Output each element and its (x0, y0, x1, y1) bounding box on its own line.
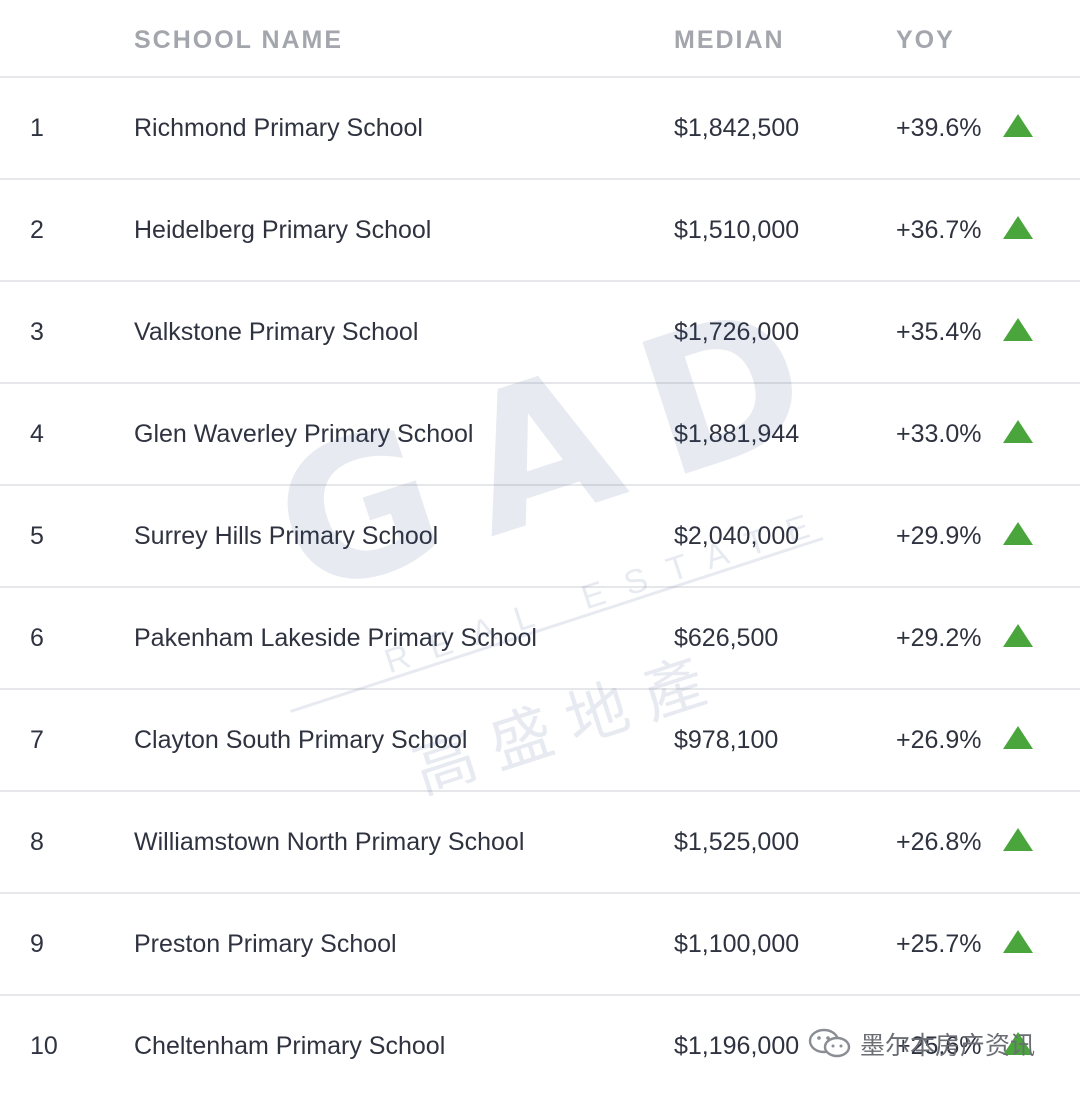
school-name: Cheltenham Primary School (134, 1032, 446, 1060)
school-name: Valkstone Primary School (134, 318, 419, 346)
school-name: Williamstown North Primary School (134, 828, 525, 856)
table-row: 7 Clayton South Primary School $978,100 … (0, 690, 1080, 792)
rank: 2 (30, 216, 44, 244)
table-row: 10 Cheltenham Primary School $1,196,000 … (0, 996, 1080, 1098)
school-name: Heidelberg Primary School (134, 216, 432, 244)
yoy-change: +35.4% (896, 318, 982, 346)
school-name: Glen Waverley Primary School (134, 420, 474, 448)
rank: 9 (30, 930, 44, 958)
yoy-change: +29.9% (896, 522, 982, 550)
table-row: 4 Glen Waverley Primary School $1,881,94… (0, 384, 1080, 486)
triangle-up-icon (1003, 522, 1033, 545)
median-price: $978,100 (674, 726, 779, 754)
yoy-change: +26.8% (896, 828, 982, 856)
school-name: Pakenham Lakeside Primary School (134, 624, 537, 652)
rank: 4 (30, 420, 44, 448)
rank: 8 (30, 828, 44, 856)
yoy-change: +26.9% (896, 726, 982, 754)
school-name: Richmond Primary School (134, 114, 423, 142)
yoy-change: +25.7% (896, 930, 982, 958)
triangle-up-icon (1003, 726, 1033, 749)
table-row: 5 Surrey Hills Primary School $2,040,000… (0, 486, 1080, 588)
triangle-up-icon (1003, 1032, 1033, 1055)
header-median: MEDIAN (674, 26, 785, 54)
median-price: $1,525,000 (674, 828, 800, 856)
median-price: $1,196,000 (674, 1032, 800, 1060)
table-row: 2 Heidelberg Primary School $1,510,000 +… (0, 180, 1080, 282)
median-price: $1,881,944 (674, 420, 800, 448)
rank: 7 (30, 726, 44, 754)
credit-text: 墨尔本房产资讯 (860, 1031, 1036, 1060)
rank: 3 (30, 318, 44, 346)
table-header: SCHOOL NAME MEDIAN YOY (0, 0, 1080, 78)
school-name: Clayton South Primary School (134, 726, 468, 754)
triangle-up-icon (1003, 828, 1033, 851)
table-row: 6 Pakenham Lakeside Primary School $626,… (0, 588, 1080, 690)
wechat-credit: 墨尔本房产资讯 (808, 1022, 1035, 1066)
school-name: Preston Primary School (134, 930, 397, 958)
triangle-up-icon (1003, 216, 1033, 239)
triangle-up-icon (1003, 420, 1033, 443)
median-price: $1,510,000 (674, 216, 800, 244)
header-yoy: YOY (896, 26, 955, 54)
wechat-icon (808, 1027, 852, 1061)
triangle-up-icon (1003, 318, 1033, 341)
rank: 5 (30, 522, 44, 550)
triangle-up-icon (1003, 624, 1033, 647)
median-price: $1,726,000 (674, 318, 800, 346)
triangle-up-icon (1003, 930, 1033, 953)
table-row: 8 Williamstown North Primary School $1,5… (0, 792, 1080, 894)
table-row: 1 Richmond Primary School $1,842,500 +39… (0, 78, 1080, 180)
yoy-change: +29.2% (896, 624, 982, 652)
yoy-change: +33.0% (896, 420, 982, 448)
yoy-change: +25.6% (896, 1032, 982, 1060)
rank: 1 (30, 114, 44, 142)
rank: 6 (30, 624, 44, 652)
median-price: $2,040,000 (674, 522, 800, 550)
median-price: $1,100,000 (674, 930, 800, 958)
school-name: Surrey Hills Primary School (134, 522, 439, 550)
median-price: $1,842,500 (674, 114, 800, 142)
median-price: $626,500 (674, 624, 779, 652)
triangle-up-icon (1003, 114, 1033, 137)
header-school-name: SCHOOL NAME (134, 26, 344, 54)
yoy-change: +39.6% (896, 114, 982, 142)
yoy-change: +36.7% (896, 216, 982, 244)
rank: 10 (30, 1032, 58, 1060)
table-row: 3 Valkstone Primary School $1,726,000 +3… (0, 282, 1080, 384)
table-row: 9 Preston Primary School $1,100,000 +25.… (0, 894, 1080, 996)
